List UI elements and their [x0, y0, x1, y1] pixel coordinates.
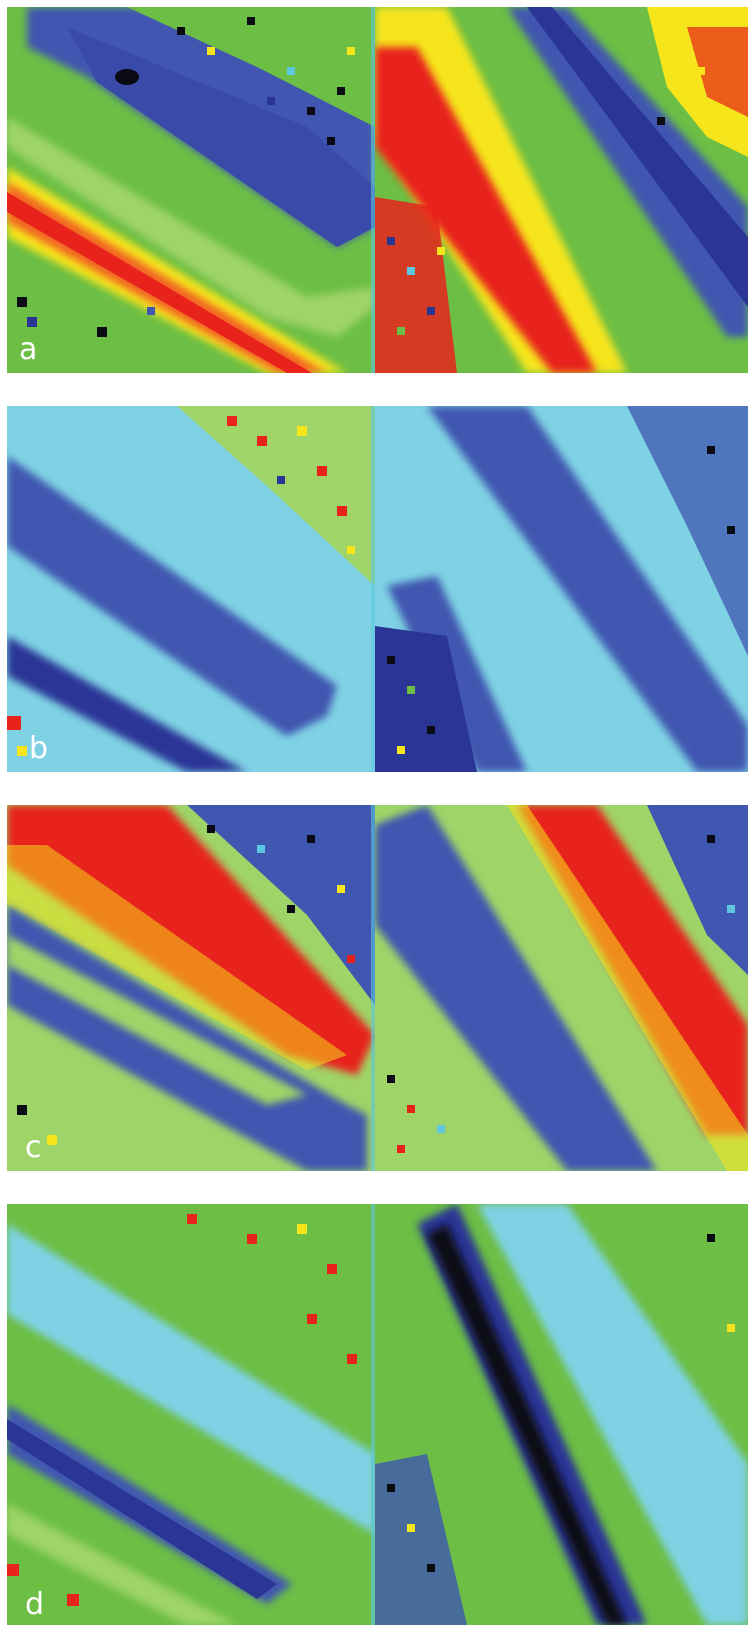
panel-a-image: a: [7, 7, 748, 373]
panel-a-right-half: [375, 7, 748, 373]
panel-d-image: d: [7, 1204, 748, 1625]
panel-c-letter: c: [25, 1130, 42, 1165]
noise-region: [387, 446, 735, 754]
panel-a: a: [7, 7, 748, 373]
panel-d-letter: d: [25, 1587, 44, 1622]
panel-b: b: [7, 406, 748, 772]
panel-a-letter: a: [19, 332, 37, 367]
noise-region: [7, 416, 355, 756]
noise-region: [7, 1214, 357, 1606]
noise-region: [17, 17, 355, 337]
panel-d: d: [7, 1204, 748, 1625]
noise-region: [387, 1234, 735, 1572]
noise-region: [387, 835, 735, 1153]
panel-c: c: [7, 805, 748, 1171]
panel-c-image: c: [7, 805, 748, 1171]
noise-region: [387, 67, 705, 335]
panel-d-left-half: [7, 1204, 375, 1625]
panel-b-right-half: [375, 406, 748, 772]
panel-b-left-half: [7, 406, 375, 772]
panel-a-left-half: [7, 7, 375, 373]
panel-c-right-half: [375, 805, 748, 1171]
panel-b-image: b: [7, 406, 748, 772]
panel-d-right-half: [375, 1204, 748, 1625]
panel-b-letter: b: [29, 731, 48, 766]
panel-c-left-half: [7, 805, 375, 1171]
noise-region: [17, 825, 355, 1145]
